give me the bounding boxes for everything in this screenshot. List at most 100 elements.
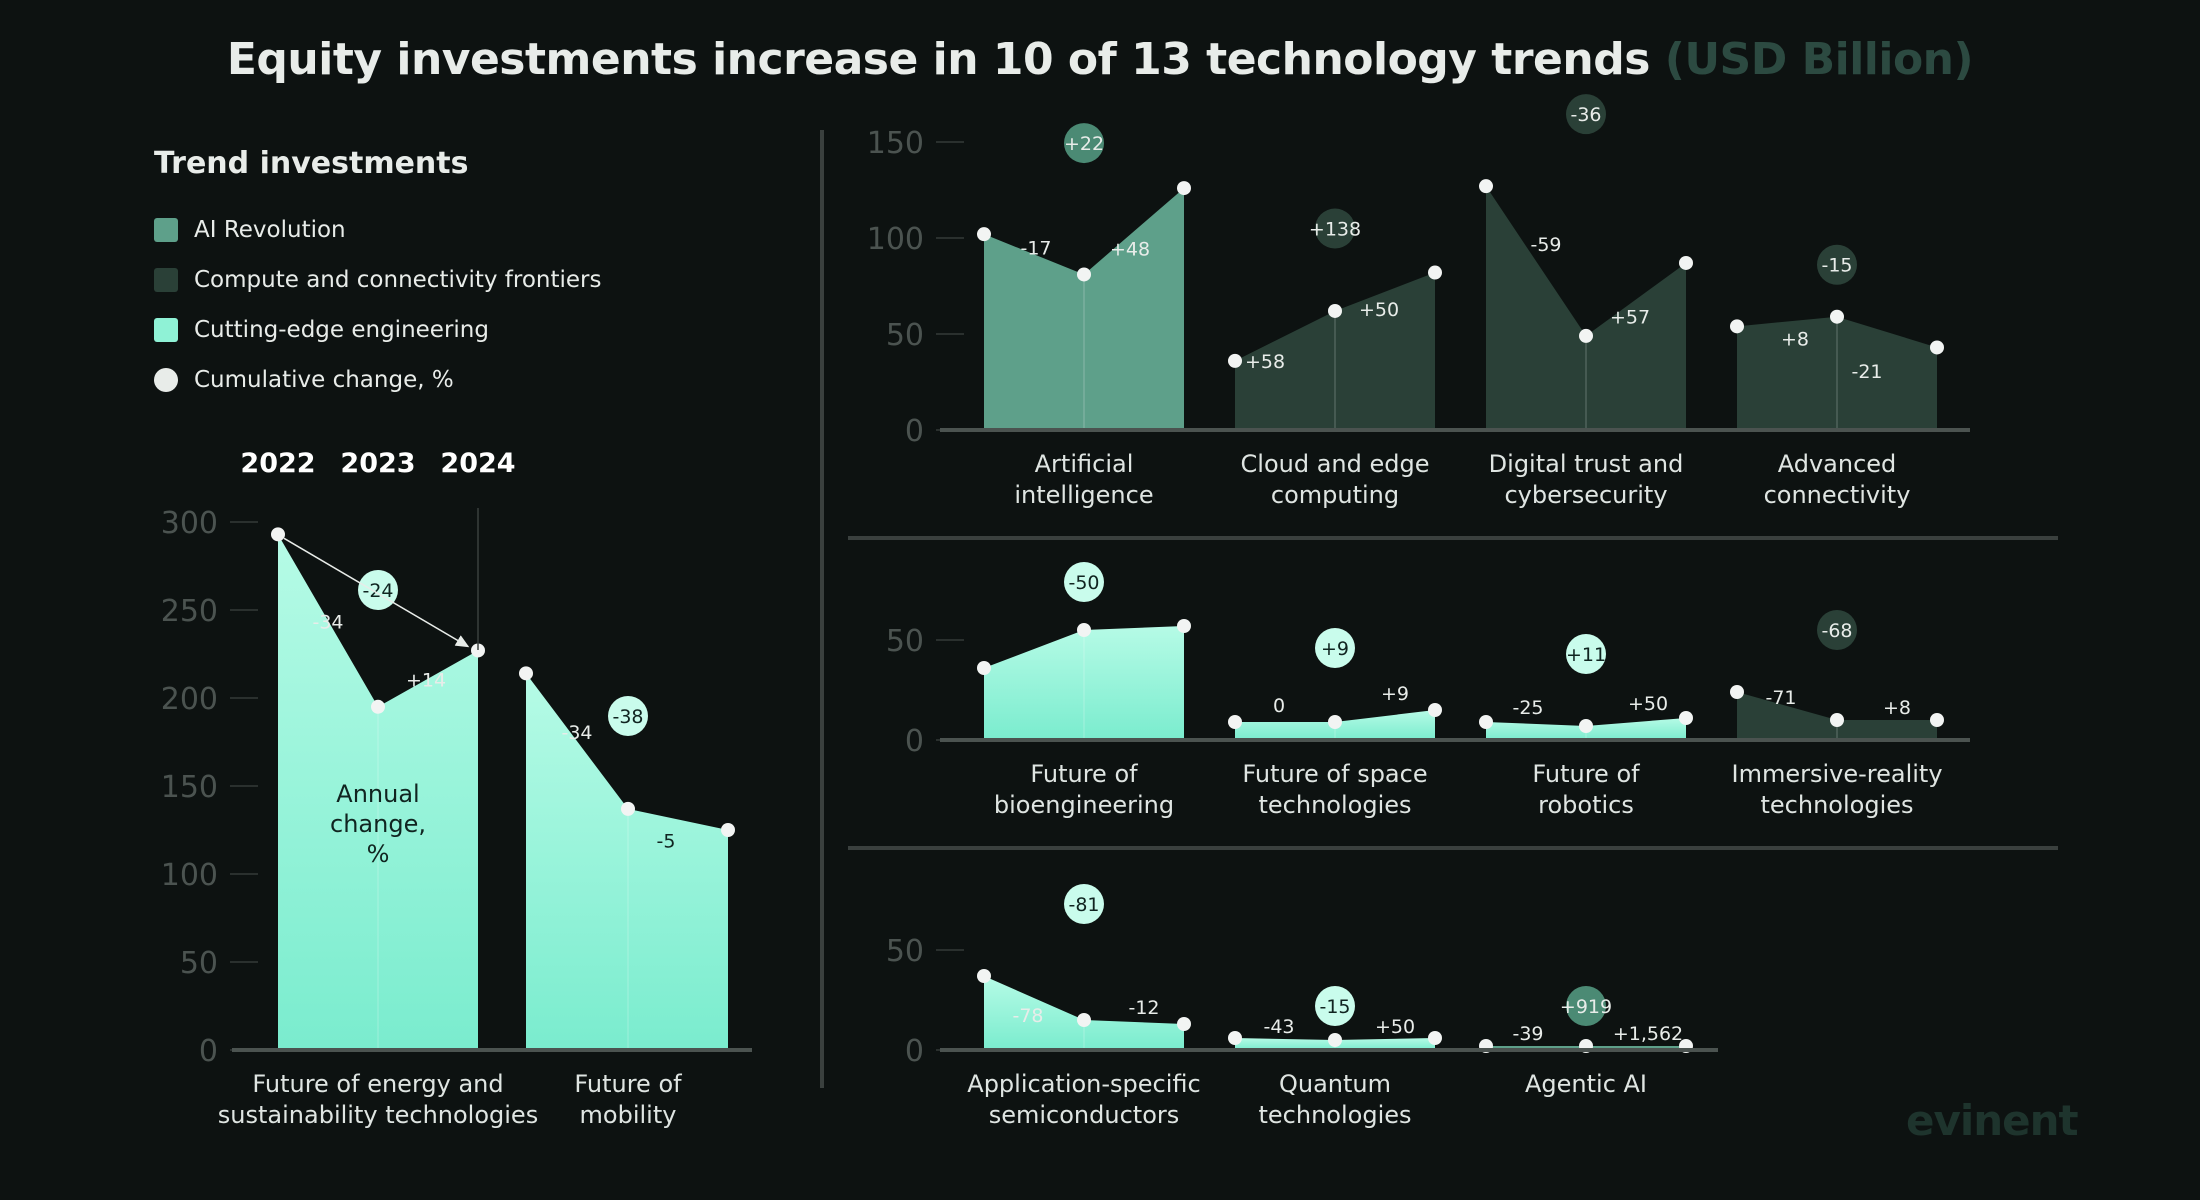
legend-swatch-engineering	[154, 318, 178, 342]
row-divider-1	[848, 536, 2058, 540]
data-point	[977, 227, 991, 242]
legend-item-compute: Compute and connectivity frontiers	[154, 255, 602, 305]
data-point	[1228, 1031, 1242, 1045]
data-point	[1228, 715, 1242, 729]
data-point	[1930, 713, 1944, 727]
data-point	[1679, 711, 1693, 725]
trend-area	[1235, 272, 1435, 430]
cumulative-change-badge	[1566, 94, 1606, 135]
cumulative-change-badge	[1064, 562, 1104, 602]
trend-area	[984, 188, 1184, 430]
cumulative-change-label: -68	[1821, 620, 1852, 642]
y-tick-label: 150	[867, 126, 924, 161]
trend-name-label: technologies	[1259, 1101, 1412, 1129]
trend-area	[278, 534, 478, 1050]
y-tick-label: 0	[905, 724, 924, 759]
data-point	[977, 661, 991, 675]
data-point	[1328, 715, 1342, 729]
annual-change-label: -34	[561, 722, 592, 744]
annual-change-label: +1,562	[1613, 1023, 1683, 1045]
panel-divider-vertical	[820, 130, 824, 1088]
trend-name-label: mobility	[580, 1101, 677, 1129]
data-point	[471, 643, 485, 658]
cumulative-change-label: -15	[1319, 996, 1350, 1018]
data-point	[1077, 623, 1091, 637]
data-point	[1077, 1013, 1091, 1027]
annual-change-label: -71	[1765, 687, 1796, 709]
data-point	[1579, 328, 1593, 343]
data-point	[1228, 353, 1242, 368]
year-label: 2022	[240, 448, 315, 479]
data-point	[1730, 319, 1744, 334]
data-point	[977, 969, 991, 983]
annual-change-label: -34	[312, 612, 343, 634]
trend-area	[526, 673, 728, 1050]
cumulative-change-label: +138	[1309, 219, 1361, 241]
trend-name-label: technologies	[1761, 791, 1914, 819]
y-tick-label: 0	[905, 1034, 924, 1069]
legend-swatch-compute	[154, 268, 178, 292]
trend-name-label: Artificial	[1035, 450, 1134, 478]
legend-item-engineering: Cutting-edge engineering	[154, 305, 602, 355]
trend-name-label: connectivity	[1764, 481, 1911, 509]
y-tick-label: 150	[161, 770, 218, 805]
trend-name-label: Cloud and edge	[1241, 450, 1430, 478]
data-point	[1428, 703, 1442, 717]
trend-name-label: semiconductors	[989, 1101, 1180, 1129]
annual-change-label: -5	[657, 830, 676, 852]
annual-change-label: +50	[1375, 1016, 1415, 1038]
trend-area	[1486, 186, 1686, 430]
annual-change-label: -78	[1012, 1005, 1043, 1027]
data-point	[1328, 1033, 1342, 1047]
legend-label: Cutting-edge engineering	[194, 317, 489, 343]
trend-name-label: Future of	[574, 1070, 682, 1098]
data-point	[1479, 179, 1493, 194]
cumulative-change-badge	[1064, 123, 1104, 164]
data-point	[1479, 715, 1493, 729]
trend-name-label: Digital trust and	[1489, 450, 1684, 478]
data-point	[1830, 713, 1844, 727]
trend-name-label: bioengineering	[994, 791, 1174, 819]
y-tick-label: 0	[199, 1034, 218, 1069]
cumulative-arrow	[283, 537, 470, 648]
y-tick-label: 100	[867, 222, 924, 257]
legend-item-ai-revolution: AI Revolution	[154, 205, 602, 255]
annual-change-label: +8	[1781, 329, 1809, 351]
data-point	[1830, 309, 1844, 324]
cumulative-change-label: +22	[1064, 133, 1104, 155]
cumulative-change-badge	[1315, 628, 1355, 668]
logo: evinent	[1906, 1096, 2079, 1145]
data-point	[1177, 619, 1191, 633]
trend-name-label: intelligence	[1014, 481, 1153, 509]
trend-name-label: Future of	[1532, 760, 1640, 788]
cumulative-change-label: -24	[362, 580, 393, 602]
y-tick-label: 300	[161, 506, 218, 541]
y-tick-label: 200	[161, 682, 218, 717]
cumulative-change-badge	[1817, 244, 1857, 285]
data-point	[271, 527, 285, 542]
cumulative-change-label: -81	[1068, 894, 1099, 916]
data-point	[1428, 265, 1442, 280]
data-point	[621, 801, 635, 816]
data-point	[1579, 719, 1593, 733]
annual-change-label: +14	[406, 670, 446, 692]
trend-name-label: robotics	[1538, 791, 1634, 819]
annual-change-annotation: %	[367, 840, 390, 868]
legend: Trend investments AI Revolution Compute …	[154, 146, 602, 405]
data-point	[721, 823, 735, 837]
title-main: Equity investments increase in 10 of 13 …	[226, 34, 1651, 85]
cumulative-change-label: -36	[1570, 104, 1601, 126]
annual-change-label: 0	[1273, 695, 1285, 717]
data-point	[519, 666, 533, 681]
data-point	[1930, 340, 1944, 355]
legend-label: Compute and connectivity frontiers	[194, 267, 602, 293]
chart-title: Equity investments increase in 10 of 13 …	[0, 34, 2200, 85]
annual-change-label: -17	[1020, 237, 1051, 259]
trend-name-label: technologies	[1259, 791, 1412, 819]
cumulative-change-label: -38	[612, 706, 643, 728]
y-tick-label: 100	[161, 858, 218, 893]
trend-area	[984, 626, 1184, 740]
data-point	[1328, 303, 1342, 318]
data-point	[1428, 1031, 1442, 1045]
